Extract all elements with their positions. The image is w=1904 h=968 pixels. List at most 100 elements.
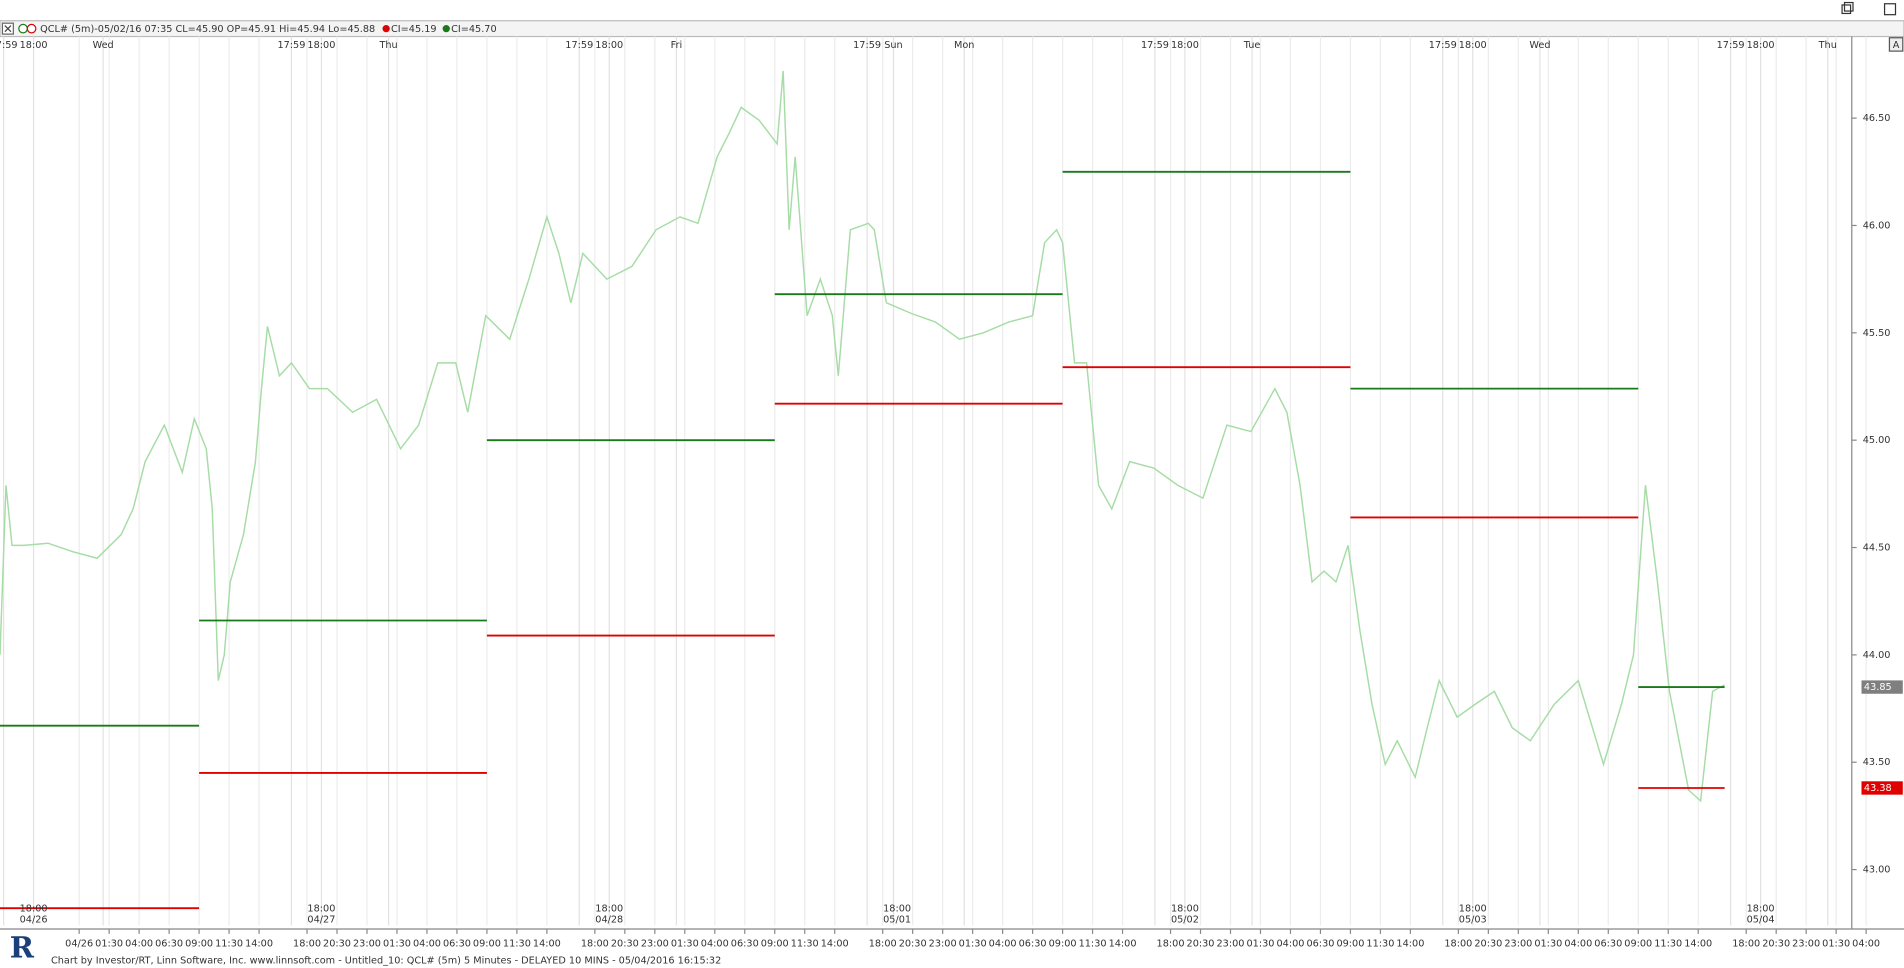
top-tick-label: Tue [1243, 40, 1261, 51]
x-tick-label: 20:30 [899, 939, 927, 950]
x-tick-label: 09:00 [1624, 939, 1652, 950]
x-tick-label: 18:00 [581, 939, 609, 950]
y-tick-label: 45.00 [1863, 435, 1891, 446]
session-time-label: 18:00 [20, 903, 48, 914]
y-tick-label: 45.50 [1863, 328, 1891, 339]
restore-button[interactable] [1841, 1, 1854, 15]
x-tick-label: 01:30 [95, 939, 123, 950]
y-tick-label: 43.00 [1863, 865, 1891, 876]
session-date-label: 05/01 [883, 914, 911, 925]
x-tick-label: 20:30 [611, 939, 639, 950]
top-tick-label: Fri [671, 40, 683, 51]
x-tick-label: 11:30 [1654, 939, 1682, 950]
x-tick-label: 06:30 [1306, 939, 1334, 950]
top-tick-label: 18:00 [1171, 40, 1199, 51]
x-tick-label: 14:00 [1396, 939, 1424, 950]
x-tick-label: 01:30 [1534, 939, 1562, 950]
x-tick-label: 20:30 [1474, 939, 1502, 950]
x-tick-label: 14:00 [533, 939, 561, 950]
autoscale-button[interactable] [1888, 37, 1904, 52]
x-tick-label: 20:30 [323, 939, 351, 950]
x-tick-label: 06:30 [1594, 939, 1622, 950]
autoscale-label[interactable]: A [1893, 40, 1900, 51]
x-tick-label: 18:00 [869, 939, 897, 950]
y-tick-label: 44.50 [1863, 543, 1891, 554]
top-tick-label: 17:59 [1429, 40, 1457, 51]
price-line [0, 70, 1725, 803]
price-label-box [1861, 680, 1903, 694]
x-tick-label: 11:30 [1079, 939, 1107, 950]
x-tick-label: 06:30 [1019, 939, 1047, 950]
y-tick-label: 46.50 [1863, 113, 1891, 124]
x-tick-label: 18:00 [293, 939, 321, 950]
top-tick-label: Thu [1818, 40, 1837, 51]
x-tick-label: 11:30 [503, 939, 531, 950]
x-tick-label: 09:00 [1336, 939, 1364, 950]
legend-dot [442, 25, 450, 33]
top-tick-label: 17:59 [1141, 40, 1169, 51]
x-tick-label: 23:00 [1217, 939, 1245, 950]
x-tick-label: 09:00 [185, 939, 213, 950]
top-tick-label: 18:00 [1459, 40, 1487, 51]
session-time-label: 18:00 [1747, 903, 1775, 914]
x-tick-label: 01:30 [1246, 939, 1274, 950]
x-tick-label: 23:00 [641, 939, 669, 950]
legend-label: CI=45.19 [391, 24, 437, 35]
x-tick-label: 04:00 [989, 939, 1017, 950]
top-tick-label: 17:59 [0, 40, 18, 51]
x-tick-label: 20:30 [1762, 939, 1790, 950]
x-tick-label: 14:00 [821, 939, 849, 950]
x-tick-label: 14:00 [245, 939, 273, 950]
x-tick-label: 11:30 [215, 939, 243, 950]
top-tick-label: 18:00 [307, 40, 335, 51]
top-tick-label: Wed [1529, 40, 1550, 51]
x-tick-label: 11:30 [1366, 939, 1394, 950]
close-icon[interactable] [1, 22, 14, 35]
y-tick-label: 46.00 [1863, 220, 1891, 231]
top-tick-label: Mon [954, 40, 974, 51]
legend-label: CI=45.70 [451, 24, 497, 35]
x-tick-label: 06:30 [443, 939, 471, 950]
x-tick-label: 23:00 [1504, 939, 1532, 950]
x-tick-label: 04:00 [701, 939, 729, 950]
top-tick-label: 17:59 [853, 40, 881, 51]
x-tick-label: 18:00 [1732, 939, 1760, 950]
x-tick-label: 06:30 [155, 939, 183, 950]
top-tick-label: 17:59 [565, 40, 593, 51]
x-tick-label: 01:30 [1822, 939, 1850, 950]
price-label-box [1861, 781, 1903, 795]
svg-text:R: R [10, 931, 35, 965]
x-tick-label: 04:00 [1276, 939, 1304, 950]
x-tick-label: 04:00 [1564, 939, 1592, 950]
y-tick-label: 44.00 [1863, 650, 1891, 661]
session-date-label: 05/04 [1747, 914, 1775, 925]
session-date-label: 05/03 [1459, 914, 1487, 925]
x-tick-label: 04:00 [413, 939, 441, 950]
x-tick-label: 09:00 [473, 939, 501, 950]
x-tick-label: 20:30 [1187, 939, 1215, 950]
x-tick-label: 04/26 [65, 939, 93, 950]
x-tick-label: 23:00 [929, 939, 957, 950]
x-tick-label: 04:00 [125, 939, 153, 950]
x-tick-label: 01:30 [383, 939, 411, 950]
status-icon [26, 23, 37, 34]
top-tick-label: Thu [378, 40, 397, 51]
x-tick-label: 11:30 [791, 939, 819, 950]
logo: R [4, 931, 42, 966]
top-tick-label: 17:59 [277, 40, 305, 51]
x-tick-label: 23:00 [353, 939, 381, 950]
session-date-label: 04/28 [595, 914, 623, 925]
maximize-button[interactable] [1883, 3, 1897, 16]
x-tick-label: 09:00 [1049, 939, 1077, 950]
status-icon [18, 23, 28, 34]
top-tick-label: 17:59 [1717, 40, 1745, 51]
top-tick-label: Sun [884, 40, 902, 51]
session-time-label: 18:00 [1459, 903, 1487, 914]
x-tick-label: 14:00 [1109, 939, 1137, 950]
session-time-label: 18:00 [883, 903, 911, 914]
x-tick-label: 14:00 [1684, 939, 1712, 950]
x-tick-label: 09:00 [761, 939, 789, 950]
legend-dot [382, 25, 390, 33]
top-tick-label: Wed [93, 40, 114, 51]
